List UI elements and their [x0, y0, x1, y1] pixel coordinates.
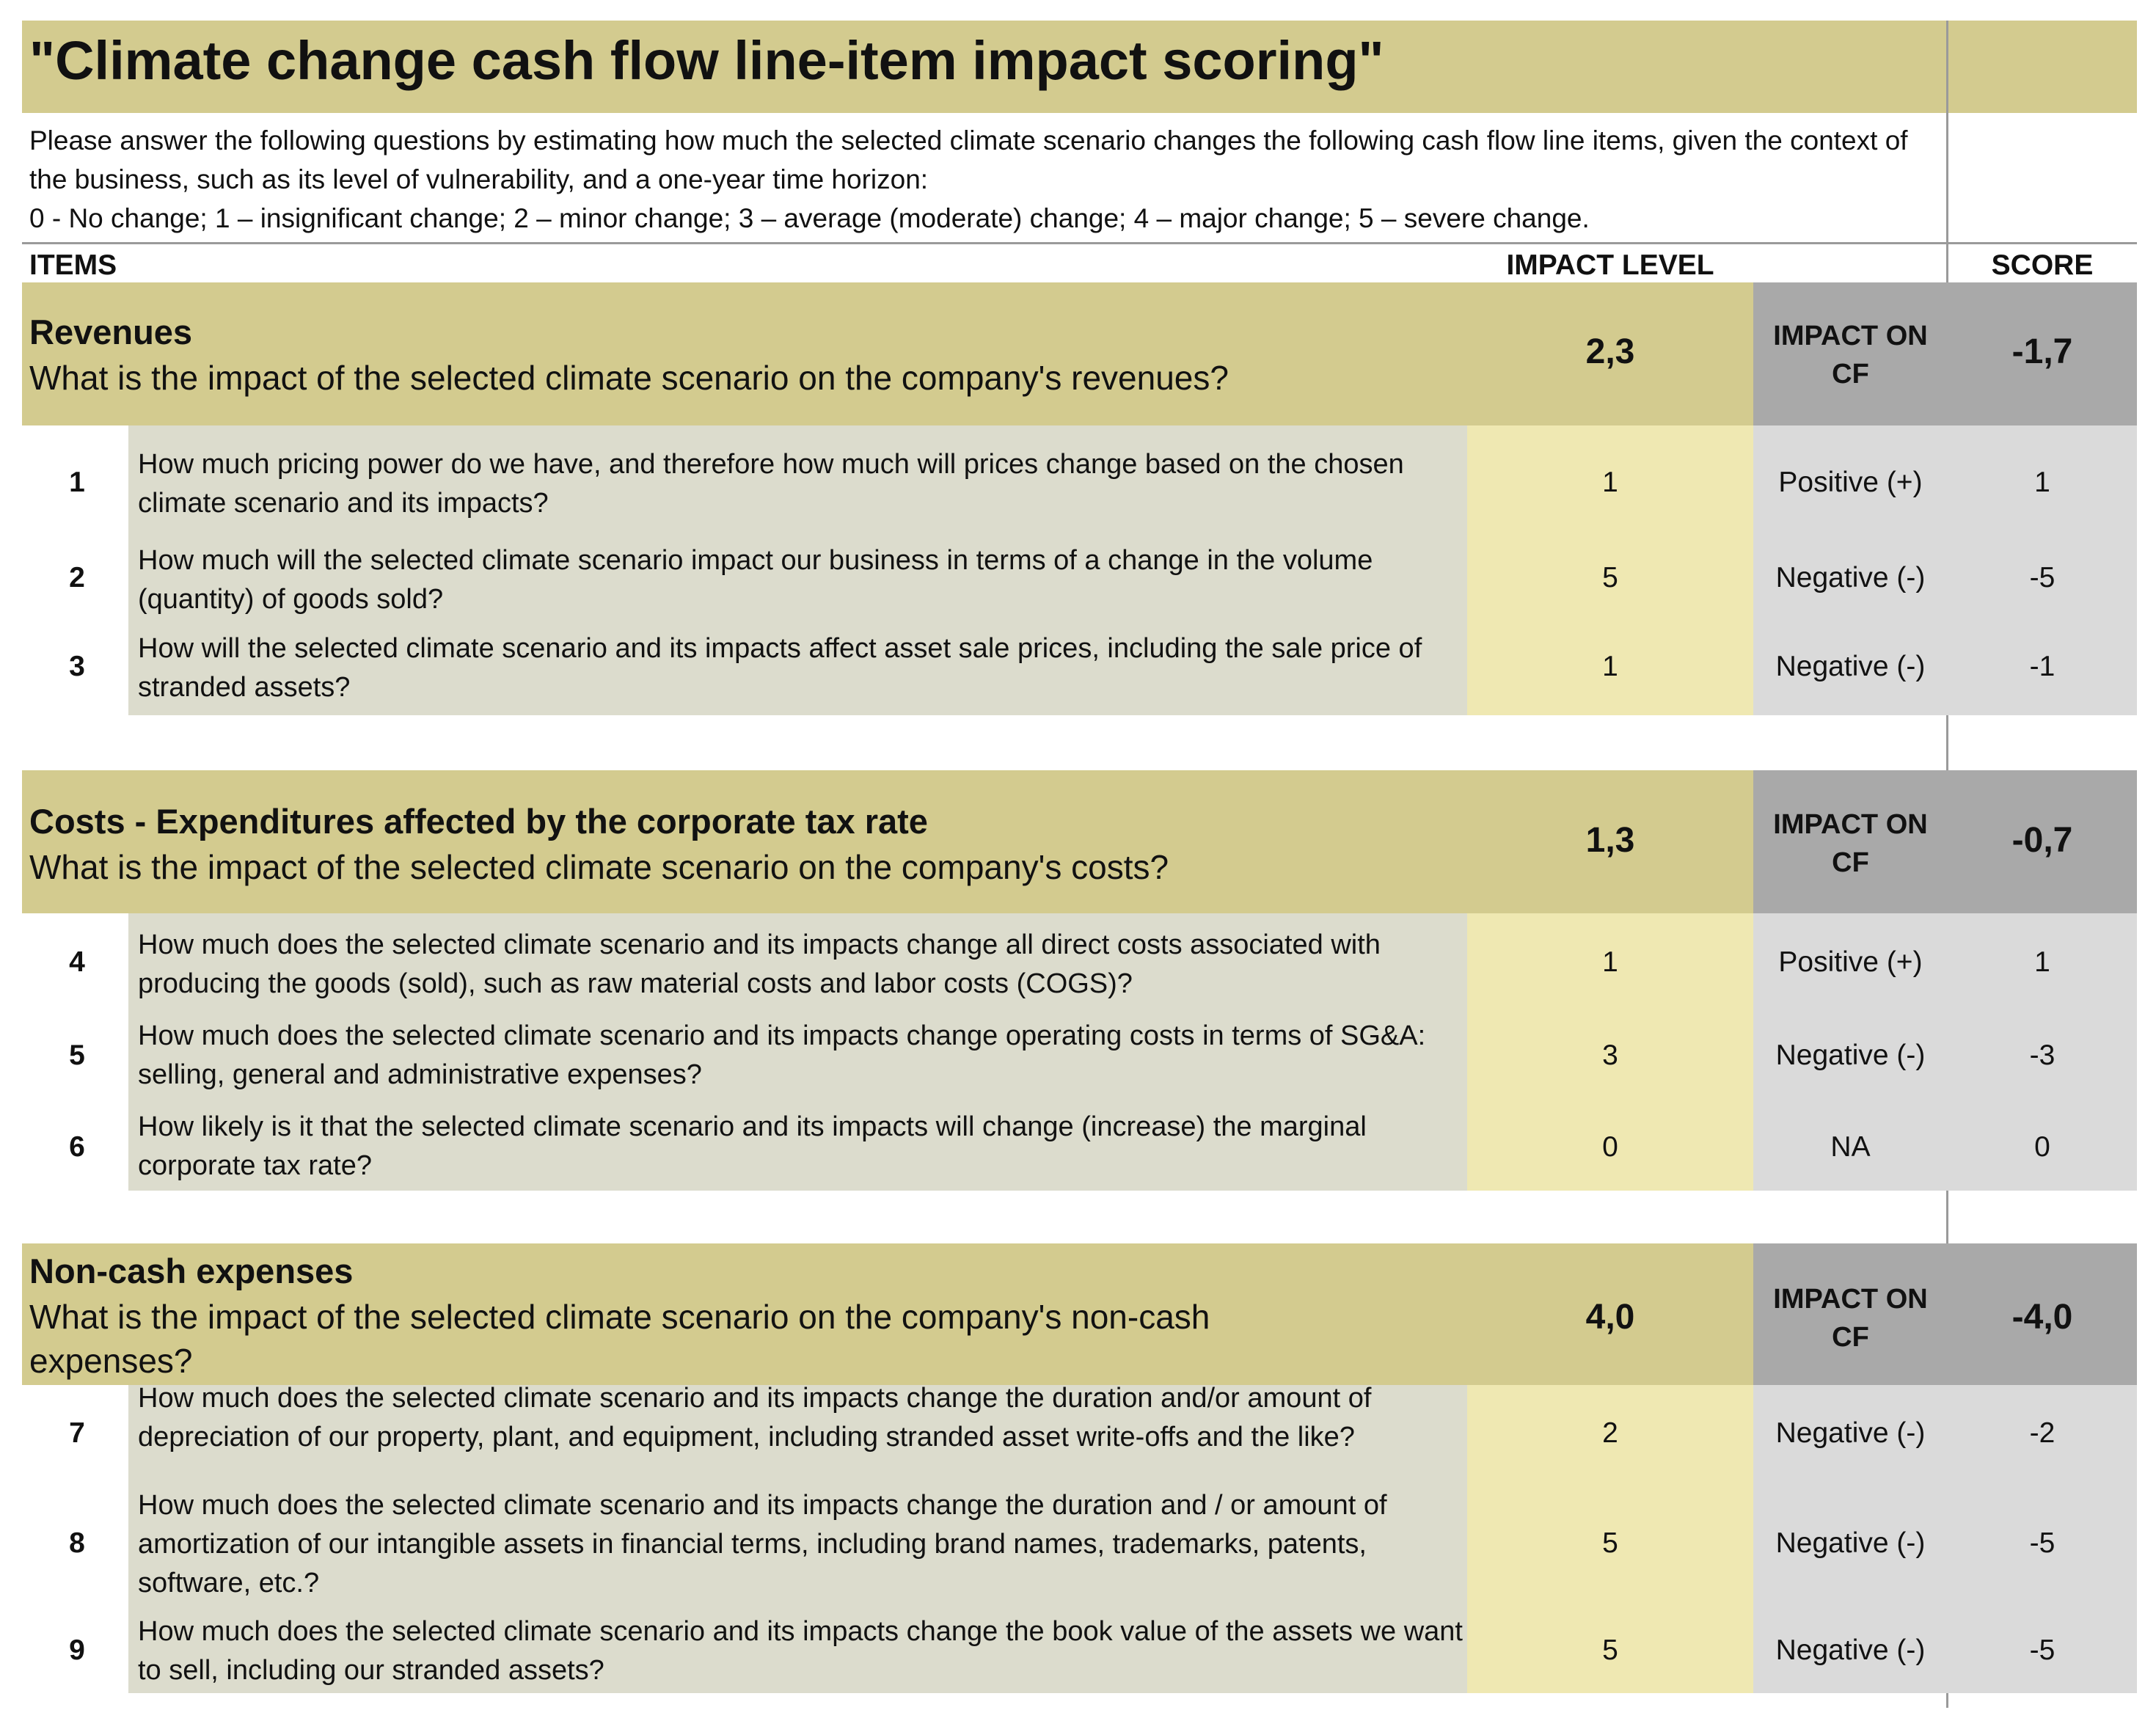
- section-question: What is the impact of the selected clima…: [29, 359, 1229, 397]
- question-text: How likely is it that the selected clima…: [138, 1111, 1367, 1181]
- effect-band: [1753, 913, 1948, 1191]
- impact-direction: Negative (-): [1775, 1417, 1926, 1449]
- section-score-box: [1948, 1243, 2137, 1385]
- impact-direction: NA: [1830, 1131, 1871, 1163]
- row-number: 4: [69, 946, 85, 978]
- section-band-revenues: [22, 282, 1753, 425]
- row-score: 1: [2034, 467, 2050, 498]
- section-band-costs: [22, 770, 1753, 913]
- impact-level-input[interactable]: 1: [1602, 651, 1618, 682]
- section-impact-level: 4,0: [1585, 1298, 1635, 1337]
- header-divider: [22, 242, 2137, 244]
- effect-band: [1753, 1385, 1948, 1693]
- question-text: How much does the selected climate scena…: [138, 1383, 1372, 1453]
- impact-level-input[interactable]: 5: [1602, 1527, 1618, 1559]
- impact-direction: Positive (+): [1778, 467, 1923, 498]
- section-score-box: [1948, 770, 2137, 913]
- section-impact-level: 1,3: [1585, 821, 1635, 860]
- impact-on-cf-box: [1753, 1243, 1948, 1385]
- impact-level-input[interactable]: 3: [1602, 1039, 1618, 1071]
- row-number: 5: [69, 1039, 85, 1071]
- impact-on-cf-label: IMPACT ON CF: [1773, 321, 1928, 390]
- impact-on-cf-label: IMPACT ON CF: [1773, 809, 1928, 878]
- impact-on-cf-box: [1753, 770, 1948, 913]
- section-question: What is the impact of the selected clima…: [29, 848, 1169, 886]
- row-score: -3: [2029, 1039, 2055, 1071]
- section-title: Costs - Expenditures affected by the cor…: [29, 802, 928, 841]
- impact-level-input[interactable]: 1: [1602, 467, 1618, 498]
- impact-on-cf-box: [1753, 282, 1948, 425]
- header-impact-level: IMPACT LEVEL: [1506, 249, 1714, 281]
- row-number: 8: [69, 1527, 85, 1559]
- question-text: How much does the selected climate scena…: [138, 1490, 1387, 1598]
- impact-level-input[interactable]: 0: [1602, 1131, 1618, 1163]
- impact-direction: Negative (-): [1775, 562, 1926, 593]
- score-band: [1948, 425, 2137, 715]
- impact-direction: Positive (+): [1778, 946, 1923, 978]
- row-number: 9: [69, 1634, 85, 1666]
- impact-level-input[interactable]: 2: [1602, 1417, 1618, 1449]
- impact-level-input[interactable]: 5: [1602, 562, 1618, 593]
- level-band: [1467, 913, 1753, 1191]
- row-score: -5: [2029, 1527, 2055, 1559]
- section-score: -0,7: [2011, 821, 2073, 860]
- instructions-text: Please answer the following questions by…: [29, 125, 1908, 194]
- row-score: -2: [2029, 1417, 2055, 1449]
- level-band: [1467, 1385, 1753, 1693]
- section-impact-level: 2,3: [1585, 332, 1635, 371]
- impact-direction: Negative (-): [1775, 1039, 1926, 1071]
- section-score: -4,0: [2011, 1298, 2073, 1337]
- score-band: [1948, 913, 2137, 1191]
- impact-direction: Negative (-): [1775, 1527, 1926, 1559]
- row-score: -5: [2029, 562, 2055, 593]
- row-number: 6: [69, 1131, 85, 1163]
- impact-direction: Negative (-): [1775, 651, 1926, 682]
- impact-level-input[interactable]: 5: [1602, 1634, 1618, 1666]
- row-number: 2: [69, 562, 85, 593]
- row-score: 1: [2034, 946, 2050, 978]
- row-score: 0: [2034, 1131, 2050, 1163]
- header-score: SCORE: [1991, 249, 2094, 281]
- row-number: 1: [69, 467, 85, 498]
- row-score: -5: [2029, 1634, 2055, 1666]
- impact-level-input[interactable]: 1: [1602, 946, 1618, 978]
- question-text: How will the selected climate scenario a…: [138, 633, 1422, 703]
- question-text: How much does the selected climate scena…: [138, 929, 1381, 999]
- impact-on-cf-label: IMPACT ON CF: [1773, 1284, 1928, 1353]
- section-score: -1,7: [2011, 332, 2073, 371]
- impact-direction: Negative (-): [1775, 1634, 1926, 1666]
- question-band: [128, 1385, 1467, 1693]
- effect-band: [1753, 425, 1948, 715]
- section-title: Revenues: [29, 313, 193, 351]
- question-band: [128, 425, 1467, 715]
- question-text: How much will the selected climate scena…: [138, 545, 1373, 615]
- section-score-box: [1948, 282, 2137, 425]
- title-bar: [22, 21, 2137, 113]
- row-number: 7: [69, 1417, 85, 1449]
- question-text: How much does the selected climate scena…: [138, 1616, 1463, 1686]
- page-title: "Climate change cash flow line-item impa…: [29, 30, 1384, 91]
- scale-legend: 0 - No change; 1 – insignificant change;…: [29, 203, 1590, 233]
- question-text: How much does the selected climate scena…: [138, 1020, 1426, 1090]
- row-score: -1: [2029, 651, 2055, 682]
- level-band: [1467, 425, 1753, 715]
- header-items: ITEMS: [29, 249, 117, 281]
- instructions: Please answer the following questions by…: [29, 121, 1944, 238]
- score-band: [1948, 1385, 2137, 1693]
- row-number: 3: [69, 651, 85, 682]
- question-text: How much pricing power do we have, and t…: [138, 449, 1404, 519]
- section-band-non-cash: [22, 1243, 1753, 1385]
- section-question: What is the impact of the selected clima…: [29, 1298, 1210, 1380]
- question-band: [128, 913, 1467, 1191]
- section-title: Non-cash expenses: [29, 1252, 354, 1290]
